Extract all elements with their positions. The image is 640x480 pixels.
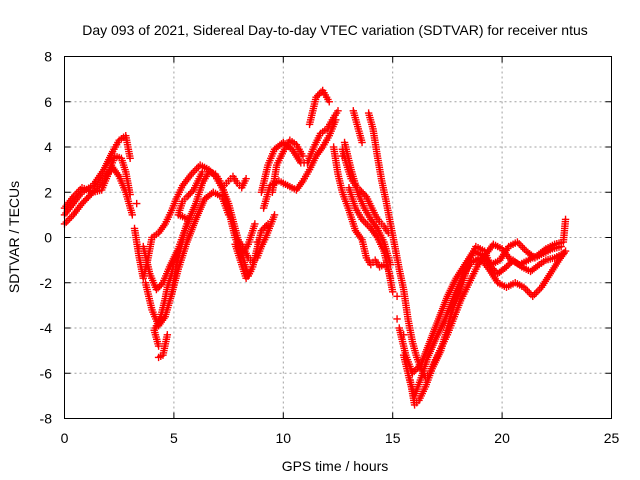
- x-tick-label: 25: [604, 430, 620, 446]
- x-tick-label: 0: [61, 430, 69, 446]
- data-points: [60, 86, 570, 409]
- y-tick-label: -6: [40, 365, 53, 381]
- data-point: [242, 174, 250, 183]
- x-tick-label: 20: [494, 430, 510, 446]
- y-tick-labels: -8 -6 -4 -2 0 2 4 6 8: [40, 49, 53, 427]
- x-tick-label: 5: [170, 430, 178, 446]
- data-point: [358, 138, 366, 147]
- data-point: [334, 107, 342, 115]
- y-tick-label: 2: [44, 184, 52, 200]
- data-point: [561, 215, 570, 224]
- y-tick-label: 8: [44, 49, 52, 65]
- y-axis-label: SDTVAR / TECUs: [6, 181, 22, 293]
- y-tick-label: 4: [44, 139, 52, 155]
- data-point: [299, 152, 307, 160]
- data-point: [154, 342, 163, 350]
- x-tick-labels: 0 5 10 15 20 25: [61, 430, 620, 446]
- y-tick-label: 0: [44, 230, 52, 246]
- data-point: [270, 211, 279, 219]
- data-point: [128, 211, 137, 219]
- data-point: [126, 190, 134, 199]
- data-point: [332, 116, 340, 124]
- data-point: [393, 292, 401, 301]
- y-tick-label: 6: [44, 94, 52, 110]
- data-point: [198, 168, 207, 176]
- data-point: [561, 247, 570, 255]
- data-point: [389, 288, 397, 296]
- data-point: [251, 220, 259, 228]
- data-point: [393, 315, 401, 323]
- data-point: [126, 154, 134, 163]
- y-tick-label: -4: [40, 320, 53, 336]
- data-point: [133, 199, 141, 208]
- x-tick-label: 15: [385, 430, 401, 446]
- data-point: [163, 331, 172, 339]
- x-axis-label: GPS time / hours: [282, 458, 389, 474]
- y-tick-label: -2: [40, 275, 53, 291]
- y-tick-label: -8: [40, 411, 53, 427]
- data-point: [325, 98, 333, 106]
- x-tick-label: 10: [276, 430, 292, 446]
- chart-title: Day 093 of 2021, Sidereal Day-to-day VTE…: [82, 22, 588, 38]
- axis-ticks: [64, 56, 612, 419]
